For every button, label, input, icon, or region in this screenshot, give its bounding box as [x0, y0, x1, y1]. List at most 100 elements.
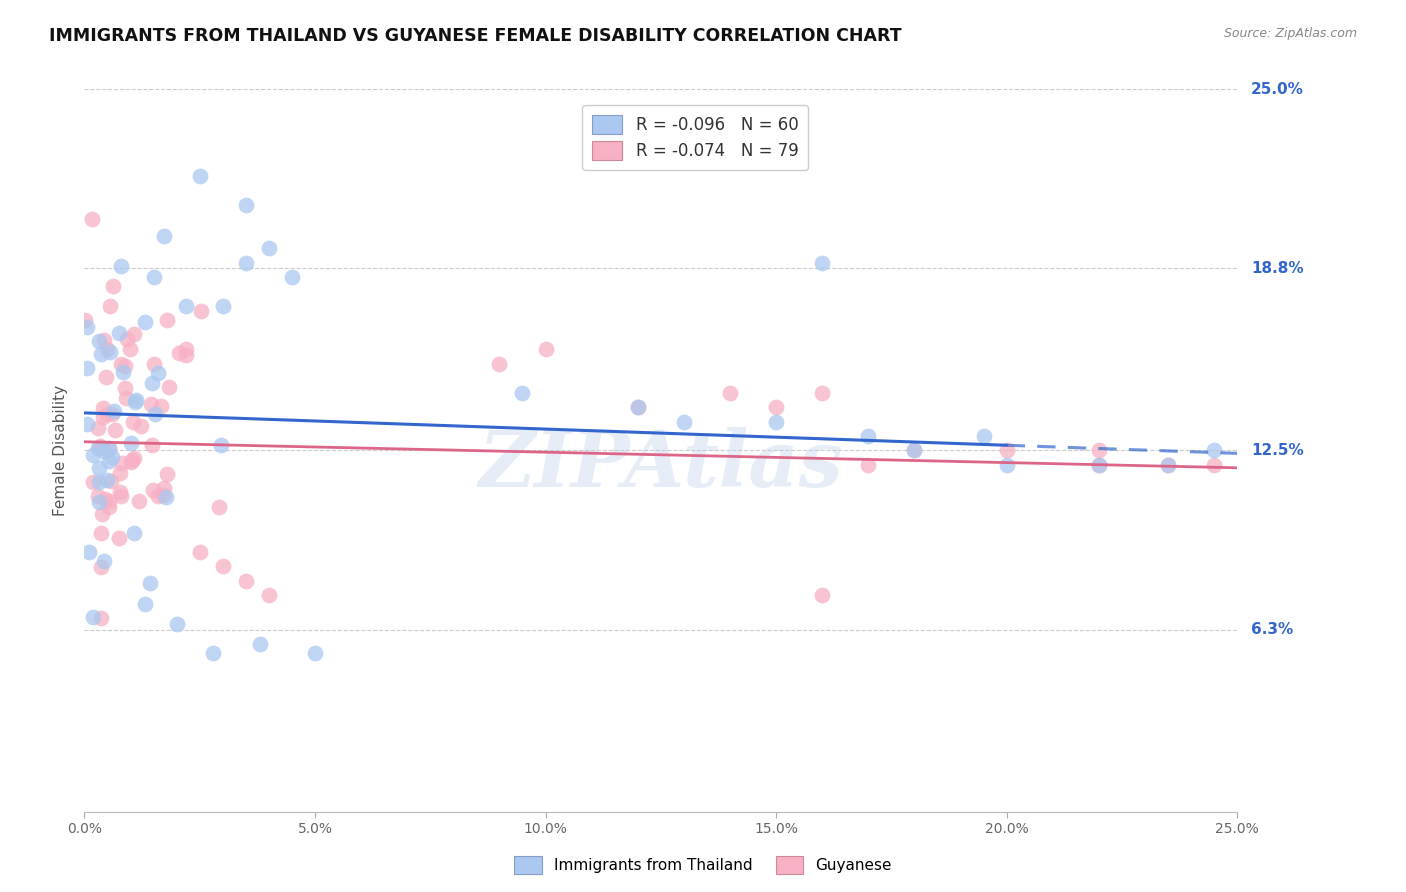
- Point: [1088, 458, 1111, 472]
- Point: [124, 395, 146, 409]
- Point: [129, 418, 152, 433]
- Point: [903, 443, 925, 458]
- Point: [87, 334, 110, 348]
- Point: [141, 397, 163, 411]
- Point: [152, 481, 174, 495]
- Point: [209, 438, 232, 452]
- Point: [96, 343, 118, 357]
- Point: [122, 327, 145, 342]
- Point: [101, 407, 124, 421]
- Point: [174, 299, 197, 313]
- Point: [1088, 458, 1111, 472]
- Point: [103, 404, 125, 418]
- Point: [93, 492, 115, 507]
- Point: [97, 500, 120, 514]
- Point: [115, 391, 138, 405]
- Legend: Immigrants from Thailand, Guyanese: Immigrants from Thailand, Guyanese: [508, 850, 898, 880]
- Point: [765, 415, 787, 429]
- Point: [97, 442, 120, 457]
- Point: [110, 357, 132, 371]
- Point: [90, 560, 112, 574]
- Point: [174, 348, 197, 362]
- Point: [110, 260, 132, 274]
- Point: [90, 611, 112, 625]
- Point: [304, 646, 326, 660]
- Point: [155, 490, 177, 504]
- Point: [156, 313, 179, 327]
- Point: [134, 597, 156, 611]
- Point: [142, 270, 165, 285]
- Point: [90, 347, 112, 361]
- Text: IMMIGRANTS FROM THAILAND VS GUYANESE FEMALE DISABILITY CORRELATION CHART: IMMIGRANTS FROM THAILAND VS GUYANESE FEM…: [49, 27, 901, 45]
- Point: [249, 637, 271, 651]
- Point: [627, 400, 650, 414]
- Point: [122, 415, 145, 429]
- Point: [281, 270, 304, 285]
- Point: [188, 169, 211, 183]
- Point: [121, 453, 143, 467]
- Point: [98, 493, 121, 508]
- Point: [76, 361, 98, 376]
- Point: [89, 495, 111, 509]
- Point: [104, 423, 127, 437]
- Point: [142, 357, 165, 371]
- Point: [89, 439, 111, 453]
- Point: [120, 455, 142, 469]
- Point: [139, 576, 162, 591]
- Point: [101, 450, 124, 464]
- Point: [995, 443, 1018, 458]
- Point: [96, 407, 118, 421]
- Point: [93, 444, 115, 458]
- Point: [98, 299, 121, 313]
- Point: [166, 616, 188, 631]
- Point: [995, 458, 1018, 472]
- Point: [87, 421, 110, 435]
- Text: 6.3%: 6.3%: [1251, 622, 1294, 637]
- Legend: R = -0.096   N = 60, R = -0.074   N = 79: R = -0.096 N = 60, R = -0.074 N = 79: [582, 104, 808, 169]
- Point: [627, 400, 650, 414]
- Point: [188, 544, 211, 558]
- Point: [76, 320, 98, 334]
- Point: [152, 488, 174, 502]
- Point: [91, 441, 114, 455]
- Point: [257, 241, 280, 255]
- Point: [76, 417, 98, 431]
- Point: [82, 475, 104, 490]
- Point: [488, 357, 510, 371]
- Point: [765, 400, 787, 414]
- Point: [124, 392, 146, 407]
- Point: [146, 489, 169, 503]
- Point: [257, 588, 280, 602]
- Point: [100, 475, 122, 489]
- Point: [1157, 458, 1180, 472]
- Point: [96, 474, 118, 488]
- Point: [149, 400, 172, 414]
- Point: [142, 483, 165, 497]
- Point: [87, 475, 110, 489]
- Point: [94, 370, 117, 384]
- Point: [141, 438, 163, 452]
- Text: Source: ZipAtlas.com: Source: ZipAtlas.com: [1223, 27, 1357, 40]
- Point: [115, 332, 138, 346]
- Point: [82, 610, 104, 624]
- Point: [87, 490, 110, 504]
- Point: [903, 443, 925, 458]
- Point: [93, 554, 115, 568]
- Point: [146, 366, 169, 380]
- Point: [534, 343, 557, 357]
- Point: [141, 376, 163, 391]
- Point: [211, 299, 233, 313]
- Point: [811, 385, 834, 400]
- Point: [858, 429, 880, 443]
- Point: [108, 531, 131, 545]
- Point: [91, 508, 114, 522]
- Point: [718, 385, 741, 400]
- Point: [202, 646, 225, 660]
- Point: [98, 454, 121, 468]
- Point: [89, 526, 111, 541]
- Point: [114, 359, 136, 374]
- Point: [114, 381, 136, 395]
- Point: [112, 366, 135, 380]
- Point: [75, 312, 97, 326]
- Text: ZIPAtlas: ZIPAtlas: [478, 426, 844, 503]
